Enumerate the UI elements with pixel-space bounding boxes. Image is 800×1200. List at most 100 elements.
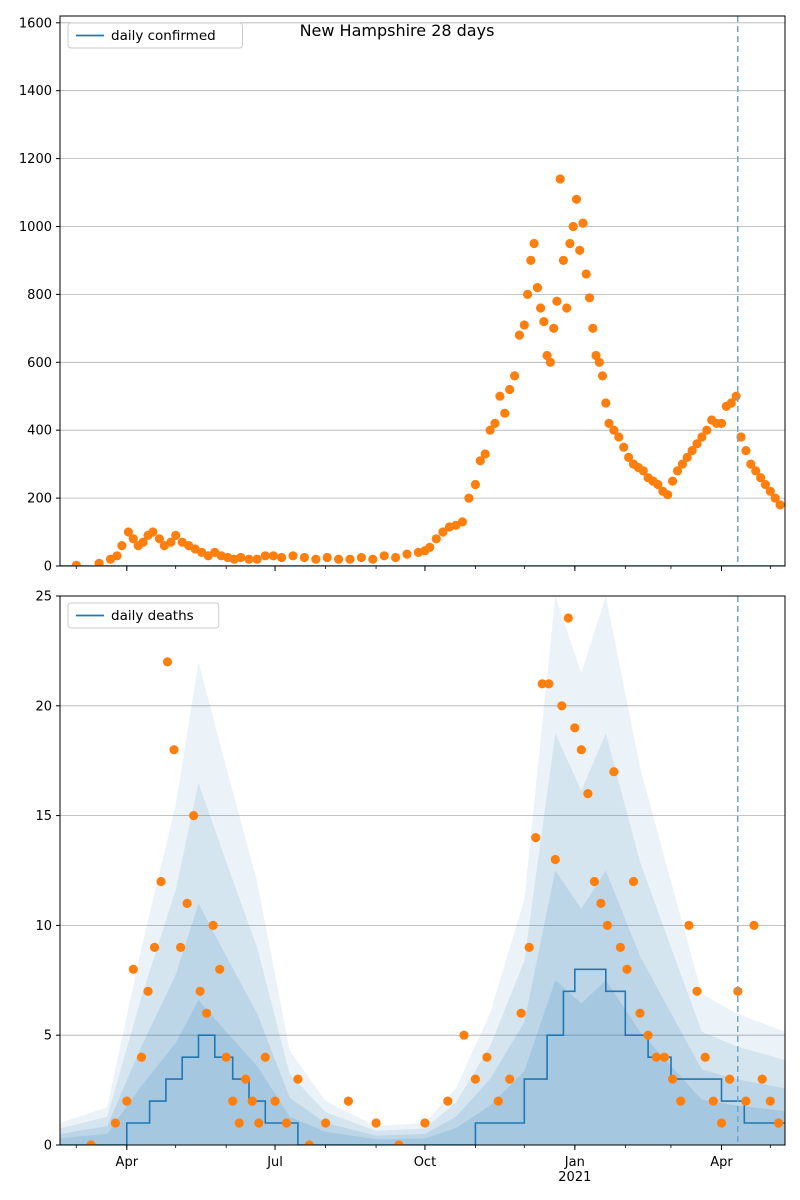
data-point <box>773 1118 784 1128</box>
data-point <box>516 1008 526 1018</box>
data-point <box>545 357 556 367</box>
data-point <box>202 1008 212 1018</box>
data-point <box>741 446 751 456</box>
data-point <box>176 942 186 953</box>
y-tick-label: 10 <box>35 919 52 934</box>
data-point <box>601 398 611 408</box>
data-point <box>123 527 133 537</box>
data-point <box>244 554 254 564</box>
data-point <box>431 534 441 544</box>
data-point <box>293 1074 303 1084</box>
y-tick-label: 1400 <box>19 84 52 99</box>
data-point <box>619 442 629 452</box>
x-tick-label: Apr <box>116 1155 139 1170</box>
data-point <box>725 1074 735 1084</box>
data-point <box>628 876 639 887</box>
data-point <box>604 418 614 428</box>
data-point <box>420 1118 430 1128</box>
data-point <box>391 552 401 563</box>
data-point <box>760 479 771 490</box>
data-point <box>563 613 573 623</box>
data-point <box>716 418 727 428</box>
data-point <box>281 1118 292 1128</box>
data-point <box>542 350 552 361</box>
data-point <box>746 459 756 469</box>
data-point <box>156 876 166 887</box>
data-point <box>557 701 567 711</box>
data-point <box>166 537 176 547</box>
data-point <box>509 371 520 381</box>
data-point <box>480 449 490 459</box>
data-point <box>581 269 591 279</box>
y-tick-label: 15 <box>35 809 52 824</box>
data-point <box>236 552 246 563</box>
data-point <box>687 446 697 456</box>
data-point <box>597 371 608 381</box>
data-point <box>716 1118 727 1128</box>
data-point <box>635 1008 645 1018</box>
data-point <box>668 1074 678 1084</box>
data-point <box>128 964 138 974</box>
data-point <box>241 1074 251 1084</box>
data-point <box>770 493 780 503</box>
y-tick-label: 1200 <box>19 152 52 167</box>
data-point <box>594 357 604 367</box>
y-tick-label: 400 <box>27 424 52 439</box>
data-point <box>757 1074 767 1084</box>
y-tick-label: 1600 <box>19 16 52 31</box>
data-point <box>549 323 559 333</box>
data-point <box>110 1118 120 1128</box>
data-point <box>162 657 173 667</box>
uncertainty-band <box>60 733 785 1145</box>
data-point <box>726 398 736 408</box>
data-point <box>537 679 547 689</box>
data-point <box>182 898 192 909</box>
data-point <box>136 1052 147 1062</box>
data-point <box>751 466 761 476</box>
data-point <box>505 384 515 395</box>
data-point <box>700 1052 710 1062</box>
data-point <box>402 549 412 559</box>
data-point <box>171 530 181 541</box>
data-point <box>208 920 218 931</box>
data-point <box>672 466 683 476</box>
data-point <box>562 303 572 313</box>
data-point <box>519 320 529 330</box>
data-point <box>596 898 606 909</box>
y-tick-label: 600 <box>27 356 52 371</box>
data-point <box>482 1052 492 1062</box>
data-point <box>668 476 678 486</box>
data-point <box>71 560 81 566</box>
data-point <box>260 551 270 561</box>
data-point <box>555 174 565 184</box>
data-point <box>154 534 164 544</box>
data-point <box>475 456 485 466</box>
data-point <box>638 466 648 476</box>
data-point <box>234 1118 244 1128</box>
data-point <box>334 554 344 564</box>
data-point <box>653 479 663 490</box>
data-point <box>299 552 309 563</box>
data-point <box>425 542 435 552</box>
data-point <box>536 303 546 313</box>
data-point <box>708 1096 718 1106</box>
data-point <box>221 1052 231 1062</box>
data-point <box>228 1096 238 1106</box>
data-point <box>602 920 613 931</box>
data-point <box>254 1118 264 1128</box>
data-point <box>490 418 500 428</box>
data-point <box>443 1096 453 1106</box>
data-point <box>558 255 569 265</box>
uncertainty-band <box>60 870 785 1145</box>
data-point <box>622 964 632 974</box>
data-point <box>169 745 179 755</box>
data-point <box>775 500 785 510</box>
y-tick-label: 0 <box>44 1139 52 1154</box>
data-point <box>568 221 578 232</box>
data-point <box>394 1140 404 1145</box>
data-point <box>304 1140 314 1145</box>
data-point <box>505 1074 515 1084</box>
y-tick-label: 800 <box>27 288 52 303</box>
